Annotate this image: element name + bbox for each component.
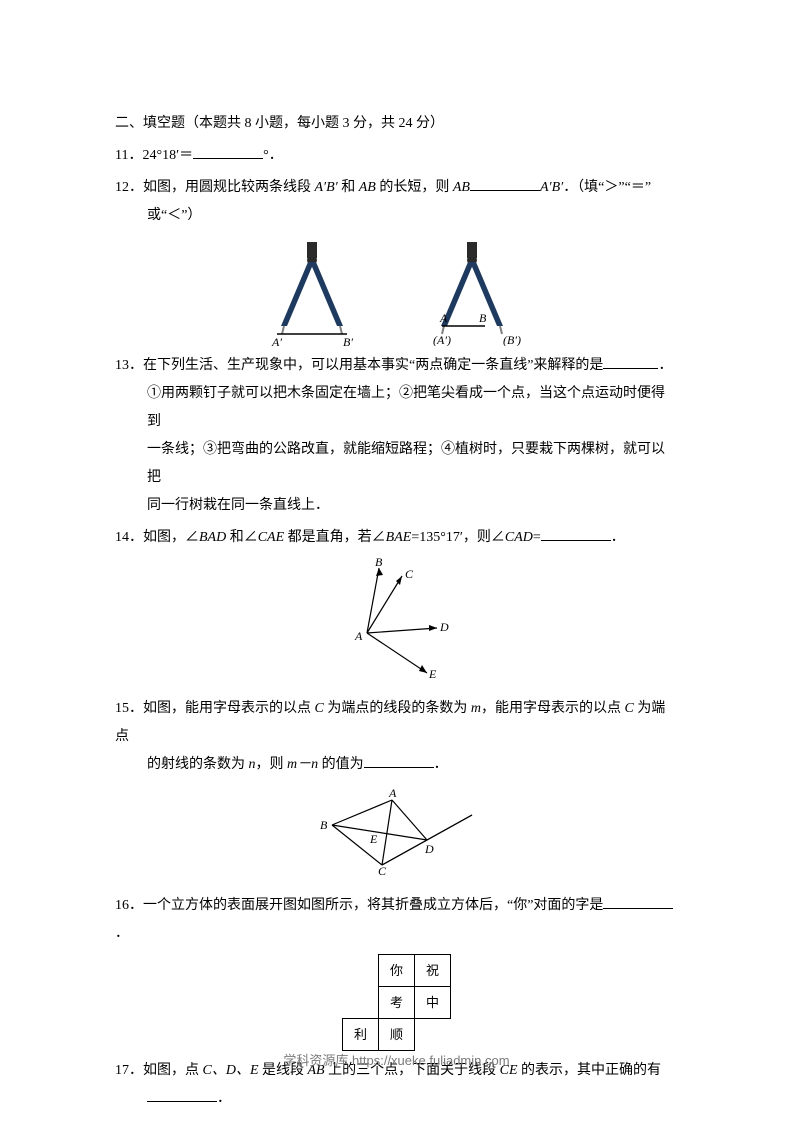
q11-text-b: °． [263,148,283,163]
q13-body2: 一条线；③把弯曲的公路改直，就能缩短路程；④植树时，只要栽下两棵树，就可以把 [147,436,678,492]
question-16: 16．一个立方体的表面展开图如图所示，将其折叠成立方体后，“你”对面的字是 ． 你… [115,892,678,1051]
q14-ang4: CAD [505,530,533,545]
q14-figure: B C A D E [115,558,678,689]
label-Ap: (A′) [433,333,451,346]
q16-figure: 你 祝 考 中 利 顺 [115,954,678,1051]
q14-ang1: BAD [199,530,226,545]
q15-n: n [249,757,256,772]
q16-end: ． [115,926,129,941]
segment-diagram-icon: A B C D E [312,785,482,875]
question-15: 15．如图，能用字母表示的以点 C 为端点的线段的条数为 m，能用字母表示的以点… [115,695,678,886]
q12-blank [470,177,540,191]
q15-pt2: C [624,701,633,716]
q17-blank [147,1088,217,1102]
q12-b: 和 [338,180,359,195]
q13-body1: ①用两颗钉子就可以把木条固定在墙上；②把笔尖看成一个点，当这个点运动时便得到 [147,380,678,436]
q15-2a: 的射线的条数为 [147,757,249,772]
q12-c: 的长短，则 [376,180,453,195]
q12-line2: 或“＜”） [147,208,201,223]
question-14: 14．如图，∠BAD 和∠CAE 都是直角，若∠BAE=135°17′，则∠CA… [115,524,678,689]
q14-a: 如图，∠ [143,530,199,545]
q14-b: 和∠ [226,530,258,545]
label-B: B [320,818,328,832]
page-footer: 学科资源库 https://xueke.fuliadmin.com [0,1048,793,1074]
q15-figure: A B C D E [115,785,678,886]
net-cell-shun: 顺 [379,1019,415,1051]
q12-seg3: AB [453,180,470,195]
question-11: 11．24°18′＝ °． [115,142,678,170]
label-A-prime: A′ [271,335,282,346]
net-cell-zhu: 祝 [415,955,451,987]
label-E: E [428,667,437,678]
q17-end: ． [217,1091,231,1106]
q13-body3: 同一行树栽在同一条直线上． [147,492,678,520]
q12-seg4: A′B′ [540,180,563,195]
question-12: 12．如图，用圆规比较两条线段 A′B′ 和 AB 的长短，则 ABA′B′．（… [115,174,678,346]
label-B-prime: B′ [343,335,353,346]
label-B: B [479,311,487,325]
q12-d: ．（填“＞”“＝” [563,180,651,195]
q15-c: ，能用字母表示的以点 [481,701,625,716]
q11-blank [193,145,263,159]
q16-blank [603,895,673,909]
compass-left-icon: A′ B′ [257,236,367,346]
label-C: C [405,567,414,581]
q15-pt: C [315,701,324,716]
q14-ang2: CAE [258,530,284,545]
q12-figure: A′ B′ A B (A′) (B′) [115,236,678,346]
q15-b: 为端点的线段的条数为 [324,701,471,716]
q14-e: = [533,530,541,545]
section-header: 二、填空题（本题共 8 小题，每小题 3 分，共 24 分） [115,110,678,138]
q12-num: 12． [115,180,143,195]
q14-end: ． [611,530,625,545]
net-cell-zhong: 中 [415,987,451,1019]
q15-2b: ，则 [256,757,288,772]
q15-2c: 的值为 [318,757,364,772]
q16-line1: 一个立方体的表面展开图如图所示，将其折叠成立方体后，“你”对面的字是 [143,898,603,913]
q15-expr: m－n [287,757,318,772]
q14-c: 都是直角，若∠ [284,530,386,545]
q11-num: 11． [115,148,142,163]
cube-net-table: 你 祝 考 中 利 顺 [342,954,451,1051]
q15-a: 如图，能用字母表示的以点 [143,701,315,716]
q15-end: ． [434,757,448,772]
q16-num: 16． [115,898,143,913]
label-A: A [388,786,397,800]
q15-num: 15． [115,701,143,716]
q15-m: m [471,701,481,716]
q11-text-a: 24°18′＝ [142,148,193,163]
q14-num: 14． [115,530,143,545]
q15-blank [364,754,434,768]
q12-seg2: AB [359,180,376,195]
footer-text: 学科资源库 https://xueke.fuliadmin.com [283,1053,509,1068]
q12-seg1: A′B′ [315,180,338,195]
label-D: D [439,620,449,634]
label-D: D [424,842,434,856]
q13-end: ． [658,358,672,373]
net-cell-li: 利 [343,1019,379,1051]
q14-d: =135°17′，则∠ [411,530,505,545]
label-A: A [439,311,448,325]
q13-blank [603,355,658,369]
label-B: B [375,558,383,569]
net-cell-you: 你 [379,955,415,987]
question-13: 13．在下列生活、生产现象中，可以用基本事实“两点确定一条直线”来解释的是 ． ①… [115,352,678,520]
label-E: E [369,832,378,846]
compass-right-icon: A B (A′) (B′) [407,236,537,346]
q14-ang3: BAE [386,530,412,545]
q14-blank [541,527,611,541]
q12-a: 如图，用圆规比较两条线段 [143,180,315,195]
label-Bp: (B′) [503,333,521,346]
angle-diagram-icon: B C A D E [327,558,467,678]
net-cell-kao: 考 [379,987,415,1019]
q13-line1: 在下列生活、生产现象中，可以用基本事实“两点确定一条直线”来解释的是 [143,358,603,373]
q13-num: 13． [115,358,143,373]
label-A: A [354,629,363,643]
section-header-text: 二、填空题（本题共 8 小题，每小题 3 分，共 24 分） [115,116,444,131]
label-C: C [378,864,387,875]
